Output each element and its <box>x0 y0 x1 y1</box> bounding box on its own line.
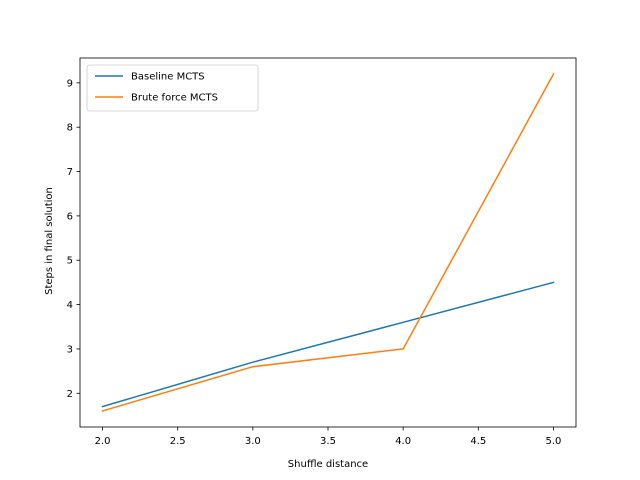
legend-label-2: Brute force MCTS <box>131 93 218 104</box>
x-axis-label: Shuffle distance <box>288 459 368 470</box>
y-tick-label: 2 <box>67 389 73 400</box>
series-line-1 <box>101 281 555 408</box>
axes: 2.0 2.5 3.0 3.5 4.0 4.5 5.0 2 3 4 5 6 7 8 9 <box>67 57 577 447</box>
y-tick-label: 5 <box>67 256 73 267</box>
y-axis-label: Steps in final solution <box>44 187 55 295</box>
legend-label-1: Baseline MCTS <box>131 72 205 83</box>
y-tick-label: 4 <box>67 300 73 311</box>
y-tick-label: 8 <box>67 123 73 134</box>
x-tick-label: 3.0 <box>245 436 261 447</box>
y-tick-label: 3 <box>67 344 73 355</box>
x-tick-label: 3.5 <box>320 436 336 447</box>
x-tick-label: 4.5 <box>470 436 486 447</box>
y-tick-label: 7 <box>67 167 73 178</box>
x-tick-label: 5.0 <box>546 436 562 447</box>
legend-box <box>86 64 259 112</box>
x-tick-label: 2.5 <box>170 436 186 447</box>
x-tick-label: 4.0 <box>395 436 411 447</box>
legend: Baseline MCTS Brute force MCTS <box>86 64 259 112</box>
y-tick-label: 6 <box>67 211 73 222</box>
x-tick-label: 2.0 <box>95 436 111 447</box>
series-line-2 <box>101 72 555 412</box>
plot-area <box>101 72 555 412</box>
y-tick-label: 9 <box>67 78 73 89</box>
